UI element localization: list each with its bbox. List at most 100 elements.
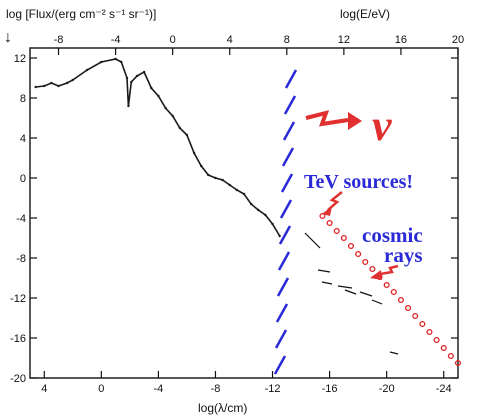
data-point (120, 60, 123, 64)
x-tick-label-bottom: 4 (41, 383, 47, 395)
data-point (100, 60, 103, 64)
data-point (200, 164, 203, 168)
x-tick-label-bottom: 0 (98, 383, 104, 395)
cut-stroke (279, 199, 293, 219)
data-point (214, 176, 217, 180)
cosmic-ray-point (419, 320, 426, 328)
data-point (135, 74, 139, 78)
cosmic-label: cosmic (362, 223, 423, 247)
x-ticks-top: -8 -4 0 4 8 12 16 20 (54, 34, 464, 55)
x-tick-label-bottom: -4 (154, 383, 164, 395)
cosmic-ray-point (326, 219, 333, 227)
tev-point (317, 269, 331, 273)
data-point (257, 208, 260, 212)
neutrino-arrow-icon (305, 110, 362, 130)
data-point (185, 133, 189, 137)
x-tick-label-top: -8 (54, 34, 64, 46)
y-tick-label: -4 (16, 213, 26, 225)
neutrino-symbol: ν (372, 101, 392, 150)
y-tick-label: 8 (20, 93, 26, 105)
cut-stroke (284, 69, 298, 89)
y-tick-label: -20 (10, 373, 26, 385)
cosmic-arrow-icon (370, 264, 399, 280)
cosmic-ray-point (412, 312, 419, 320)
tev-point (359, 291, 373, 297)
x-tick-label-bottom: -20 (379, 383, 395, 395)
x-tick-label-top: -4 (111, 34, 121, 46)
cosmic-ray-point (369, 265, 376, 273)
data-point (114, 57, 117, 61)
data-point (65, 81, 69, 85)
data-point (249, 202, 253, 206)
data-point (142, 70, 146, 74)
series-main-spectrum (34, 57, 281, 238)
cosmic-ray-point (355, 250, 362, 258)
y-tick-label: -16 (10, 333, 26, 345)
data-point (164, 106, 167, 110)
cosmic-ray-point (319, 212, 326, 220)
y-ticks: 12 8 4 0 -4 -8 -12 -16 -20 (10, 53, 458, 385)
cosmic-ray-point (397, 296, 404, 304)
data-point (171, 114, 174, 118)
data-point (85, 68, 89, 72)
cosmic-ray-point (362, 258, 369, 266)
data-point (34, 85, 37, 89)
tev-point (371, 299, 383, 305)
data-point (207, 173, 210, 177)
data-point (130, 80, 133, 84)
cut-stroke (280, 173, 294, 193)
x-tick-label-bottom: -8 (211, 383, 221, 395)
data-point (150, 86, 153, 90)
series-cosmic-rays (319, 212, 462, 367)
x-tick-label-top: 4 (227, 34, 233, 46)
cosmic-ray-point (447, 352, 454, 360)
x-tick-label-bottom: -24 (436, 383, 452, 395)
x-tick-label-top: 20 (452, 34, 464, 46)
top-axis-title: log(E/eV) (340, 7, 390, 21)
data-point (264, 213, 267, 217)
cosmic-ray-point (340, 234, 347, 242)
y-tick-label: 4 (20, 133, 26, 145)
x-tick-label-top: 12 (338, 34, 350, 46)
cut-hatching (273, 69, 298, 375)
y-axis-arrow-icon: ↓ (4, 29, 12, 46)
data-point (71, 78, 75, 82)
data-point (157, 94, 160, 98)
tev-point (344, 289, 357, 295)
y-tick-label: -12 (10, 293, 26, 305)
plot-frame (29, 47, 459, 379)
data-point (125, 76, 129, 80)
data-point (43, 84, 46, 88)
cut-stroke (273, 355, 287, 375)
cut-stroke (276, 277, 290, 297)
y-tick-label: 0 (20, 173, 26, 185)
rays-label: rays (384, 243, 423, 267)
cosmic-ray-point (405, 304, 412, 312)
x-ticks-bottom: 4 0 -4 -8 -12 -16 -20 -24 (41, 371, 452, 395)
cosmic-ray-point (440, 344, 447, 352)
cut-stroke (277, 251, 291, 271)
tev-sources-label: TeV sources! (304, 171, 413, 193)
cosmic-ray-point (454, 359, 462, 367)
data-point (50, 81, 53, 85)
cut-stroke (274, 329, 288, 349)
tev-arrow-icon (322, 191, 343, 216)
cosmic-ray-point (383, 281, 390, 289)
y-tick-label: -8 (16, 253, 26, 265)
x-tick-label-top: 8 (284, 34, 290, 46)
tev-curve (304, 232, 321, 249)
tev-point (321, 281, 333, 285)
cosmic-ray-point (333, 227, 340, 235)
x-tick-label-bottom: -16 (322, 383, 338, 395)
cut-stroke (282, 121, 296, 141)
cosmic-ray-point (390, 288, 397, 296)
x-tick-label-bottom: -12 (265, 383, 281, 395)
cosmic-ray-point (433, 336, 440, 344)
data-point (235, 188, 239, 192)
cut-stroke (278, 225, 292, 245)
data-point (228, 183, 231, 187)
data-point (242, 192, 246, 196)
y-tick-label: 12 (14, 53, 26, 65)
cut-stroke (275, 303, 289, 323)
tev-point (337, 285, 353, 289)
